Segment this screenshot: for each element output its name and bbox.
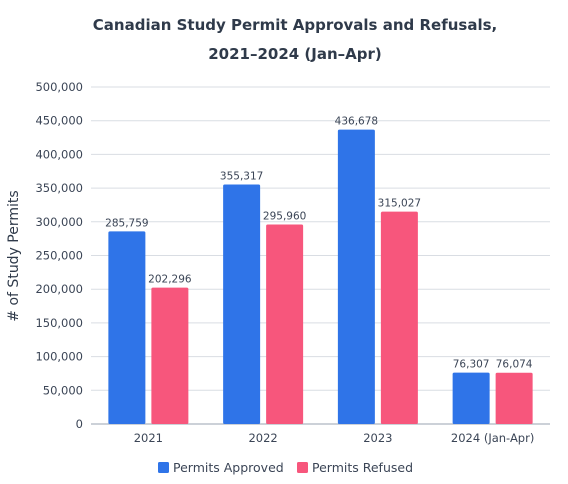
y-tick-label: 350,000: [35, 181, 83, 195]
y-tick-label: 150,000: [35, 316, 83, 330]
y-tick-label: 100,000: [35, 350, 83, 364]
chart-title-line-1: Canadian Study Permit Approvals and Refu…: [93, 16, 497, 34]
y-tick-label: 400,000: [35, 147, 83, 161]
bar-refused: [266, 224, 304, 424]
y-tick-label: 450,000: [35, 114, 83, 128]
bar-refused: [495, 372, 533, 424]
y-axis-label: # of Study Permits: [6, 190, 22, 321]
y-tick-label: 500,000: [35, 80, 83, 94]
data-label: 202,296: [148, 274, 192, 286]
data-label: 315,027: [378, 198, 421, 210]
x-tick-label: 2024 (Jan-Apr): [451, 431, 534, 445]
legend: Permits Approved Permits Refused: [158, 460, 413, 475]
bar-approved: [337, 129, 375, 425]
data-label: 436,678: [335, 116, 378, 128]
data-label: 285,759: [105, 217, 148, 229]
bar-approved: [223, 184, 261, 424]
bar-approved: [108, 231, 146, 424]
data-label: 355,317: [220, 171, 263, 183]
x-tick-layer: 2021 2022 2023 2024 (Jan-Apr): [134, 431, 535, 445]
data-label: 76,307: [453, 359, 490, 371]
bar-refused: [151, 287, 189, 424]
x-tick-label: 2022: [248, 431, 277, 445]
legend-swatch: [297, 462, 308, 473]
y-tick-label: 50,000: [43, 383, 83, 397]
y-tick-label: 0: [76, 417, 83, 431]
y-tick-layer: 0 50,000 100,000 150,000 200,000 250,000 300,0…: [35, 80, 83, 431]
y-tick-label: 200,000: [35, 282, 83, 296]
legend-label: Permits Refused: [312, 460, 413, 475]
data-label: 295,960: [263, 211, 306, 223]
bar-refused: [380, 211, 418, 424]
chart-title-line-2: 2021–2024 (Jan–Apr): [208, 45, 382, 63]
y-tick-label: 250,000: [35, 249, 83, 263]
y-tick-label: 300,000: [35, 215, 83, 229]
bar-approved: [452, 372, 490, 424]
legend-label: Permits Approved: [173, 460, 284, 475]
bar-layer: 285,759 202,296 355,317 295,960 436,678 315,0…: [105, 116, 533, 425]
legend-swatch: [158, 462, 169, 473]
x-tick-label: 2023: [363, 431, 392, 445]
x-tick-label: 2021: [134, 431, 163, 445]
data-label: 76,074: [496, 359, 533, 371]
